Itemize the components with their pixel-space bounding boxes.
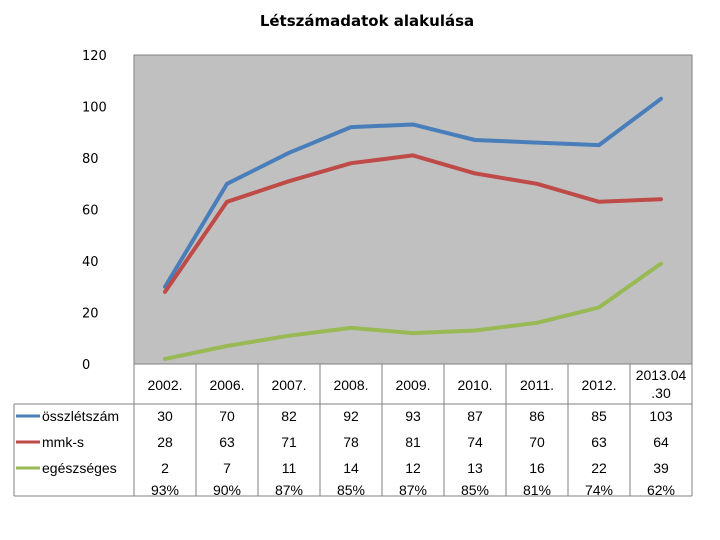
percent-cell: 87%: [399, 482, 427, 498]
percent-cell: 93%: [151, 482, 179, 498]
percent-cell: 85%: [337, 482, 365, 498]
series-line-0: [163, 96, 663, 289]
y-tick-label: 80: [82, 152, 99, 167]
y-tick-label: 20: [82, 307, 99, 322]
x-category-label: 2008.: [333, 377, 368, 393]
data-cell: 70: [529, 434, 545, 450]
chart-title: Létszámadatok alakulása: [260, 12, 474, 30]
data-cell: 70: [219, 408, 235, 424]
data-cell: 22: [591, 460, 607, 476]
data-cell: 14: [343, 460, 359, 476]
data-cell: 11: [282, 460, 297, 476]
x-category-label: 2011.: [520, 377, 554, 393]
data-cell: 64: [653, 434, 669, 450]
x-category-label: 2009.: [395, 377, 430, 393]
legend-label: mmk-s: [42, 434, 84, 450]
data-cell: 78: [343, 434, 359, 450]
x-category-label: 2013.04.30: [636, 367, 687, 401]
x-category-label: 2010.: [457, 377, 492, 393]
data-cell: 28: [157, 434, 173, 450]
legend-label: összlétszám: [42, 408, 119, 424]
data-cell: 82: [281, 408, 297, 424]
data-cell: 63: [219, 434, 235, 450]
data-cell: 103: [649, 408, 673, 424]
plot-area: [133, 54, 693, 365]
data-cell: 63: [591, 434, 607, 450]
percent-cell: 90%: [213, 482, 241, 498]
y-tick-label: 60: [82, 204, 99, 219]
series-line-2: [163, 261, 663, 361]
x-category-label: 2006.: [209, 377, 244, 393]
data-cell: 7: [223, 460, 231, 476]
percent-cell: 62%: [647, 482, 675, 498]
y-tick-label: 40: [82, 255, 99, 270]
percent-cell: 85%: [461, 482, 489, 498]
data-cell: 71: [281, 434, 297, 450]
data-cell: 85: [591, 408, 607, 424]
data-cell: 81: [405, 434, 421, 450]
legend-label: egészséges: [42, 460, 117, 476]
data-cell: 2: [161, 460, 169, 476]
data-cell: 12: [405, 460, 421, 476]
data-cell: 39: [653, 460, 669, 476]
data-cell: 86: [529, 408, 545, 424]
percent-cell: 81%: [523, 482, 551, 498]
data-cell: 30: [157, 408, 173, 424]
percent-cell: 74%: [585, 482, 613, 498]
data-cell: 13: [467, 460, 483, 476]
data-cell: 92: [343, 408, 359, 424]
data-cell: 74: [467, 434, 483, 450]
series-line-1: [163, 153, 663, 294]
y-tick-label: 0: [82, 358, 90, 373]
y-tick-label: 100: [82, 101, 107, 116]
data-cell: 16: [529, 460, 545, 476]
percent-cell: 87%: [275, 482, 303, 498]
x-category-label: 2007.: [271, 377, 306, 393]
x-category-label: 2012.: [581, 377, 616, 393]
data-cell: 93: [405, 408, 421, 424]
y-tick-label: 120: [82, 49, 107, 64]
data-cell: 87: [467, 408, 483, 424]
x-category-label: 2002.: [147, 377, 182, 393]
